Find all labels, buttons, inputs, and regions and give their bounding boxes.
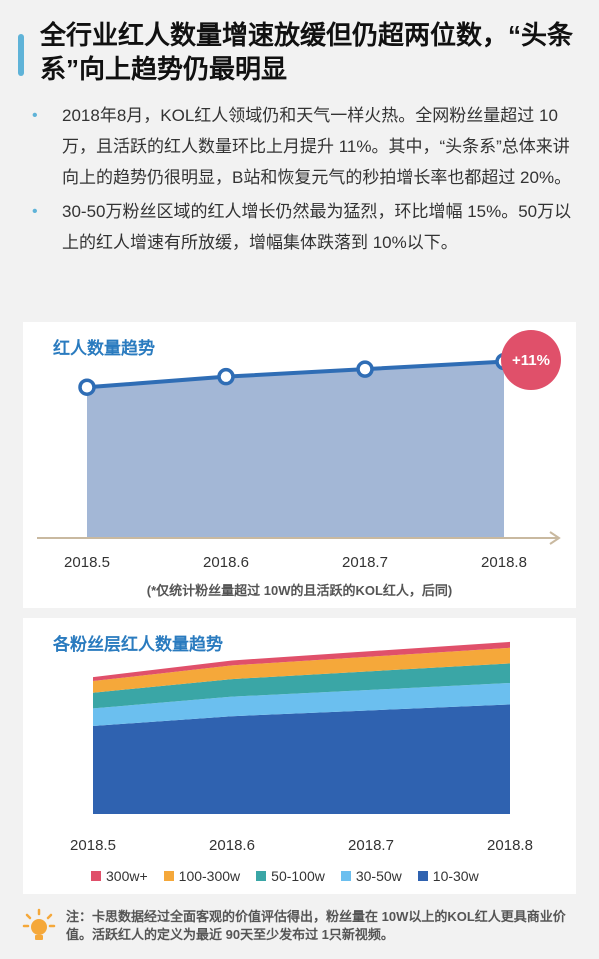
kol-count-trend-chart: 2018.5 2018.6 2018.7 2018.8 — [37, 352, 561, 571]
x-tick-label: 2018.6 — [203, 554, 249, 571]
chart2-legend: 300w+ 100-300w 50-100w 30-50w 10-30w — [91, 868, 479, 884]
bullet-dot: • — [32, 107, 38, 124]
legend-item: 300w+ — [91, 868, 148, 884]
legend-label: 10-30w — [432, 868, 479, 884]
legend-item: 10-30w — [417, 868, 479, 884]
legend-swatch — [417, 871, 428, 881]
x-tick-label: 2018.8 — [481, 554, 527, 571]
legend-label: 300w+ — [106, 868, 148, 884]
page-title: 全行业红人数量增速放缓但仍超两位数，“头条系”向上趋势仍最明显 — [40, 20, 574, 84]
legend-item: 100-300w — [163, 868, 241, 884]
x-tick-label: 2018.5 — [70, 837, 116, 854]
series-area-50-100w — [93, 663, 510, 709]
x-tick-label: 2018.7 — [348, 837, 394, 854]
legend-label: 50-100w — [271, 868, 325, 884]
growth-badge: +11% — [501, 330, 561, 390]
bullet-text: 2018年8月，KOL红人领域仍和天气一样火热。全网粉丝量超过 10万，且活跃的… — [62, 106, 572, 187]
x-tick-label: 2018.8 — [487, 837, 533, 854]
series-area-10-30w — [93, 704, 510, 814]
series-area-100-300w — [93, 647, 510, 693]
trend-area — [87, 361, 504, 538]
legend-label: 30-50w — [355, 868, 402, 884]
x-tick-label: 2018.7 — [342, 554, 388, 571]
chart1-title: 红人数量趋势 — [53, 339, 155, 358]
fan-tier-trend-card: 2018.5 2018.6 2018.7 2018.8 各粉丝层红人数量趋势 300w… — [23, 618, 576, 894]
bullet-list: • 2018年8月，KOL红人领域仍和天气一样火热。全网粉丝量超过 10万，且活… — [30, 100, 585, 261]
x-axis-arrow — [549, 531, 561, 545]
data-point — [356, 360, 374, 378]
series-area-300w+ — [93, 641, 510, 682]
fan-tier-trend-chart: 2018.5 2018.6 2018.7 2018.8 — [70, 641, 533, 854]
legend-label: 100-300w — [178, 868, 241, 884]
legend-swatch — [91, 871, 101, 881]
lightbulb-icon — [22, 908, 56, 940]
data-point — [78, 378, 96, 396]
chart1-footnote: (*仅统计粉丝量超过 10W的且活跃的KOL红人，后同) — [146, 583, 453, 598]
bullet-item: • 30-50万粉丝区域的红人增长仍然最为猛烈，环比增幅 15%。50万以上的红… — [30, 196, 585, 258]
bullet-item: • 2018年8月，KOL红人领域仍和天气一样火热。全网粉丝量超过 10万，且活… — [30, 100, 585, 193]
series-area-30-50w — [93, 682, 510, 726]
data-point — [217, 367, 235, 386]
bullet-text: 30-50万粉丝区域的红人增长仍然最为猛烈，环比增幅 15%。50万以上的红人增… — [62, 202, 572, 252]
title-accent-bar — [18, 34, 24, 76]
chart2-title: 各粉丝层红人数量趋势 — [53, 635, 223, 654]
legend-item: 30-50w — [340, 868, 402, 884]
legend-swatch — [340, 871, 351, 881]
footer-note: 注：卡思数据经过全面客观的价值评估得出，粉丝量在 10W以上的KOL红人更具商业… — [66, 909, 566, 942]
kol-count-trend-card: 2018.5 2018.6 2018.7 2018.8 红人数量趋势 +11% (*仅… — [23, 322, 576, 608]
bullet-dot: • — [32, 203, 38, 220]
x-tick-label: 2018.5 — [64, 554, 110, 571]
trend-line — [86, 359, 505, 390]
legend-item: 50-100w — [256, 868, 325, 884]
legend-swatch — [163, 871, 174, 881]
x-tick-label: 2018.6 — [209, 837, 255, 854]
legend-swatch — [256, 871, 267, 881]
